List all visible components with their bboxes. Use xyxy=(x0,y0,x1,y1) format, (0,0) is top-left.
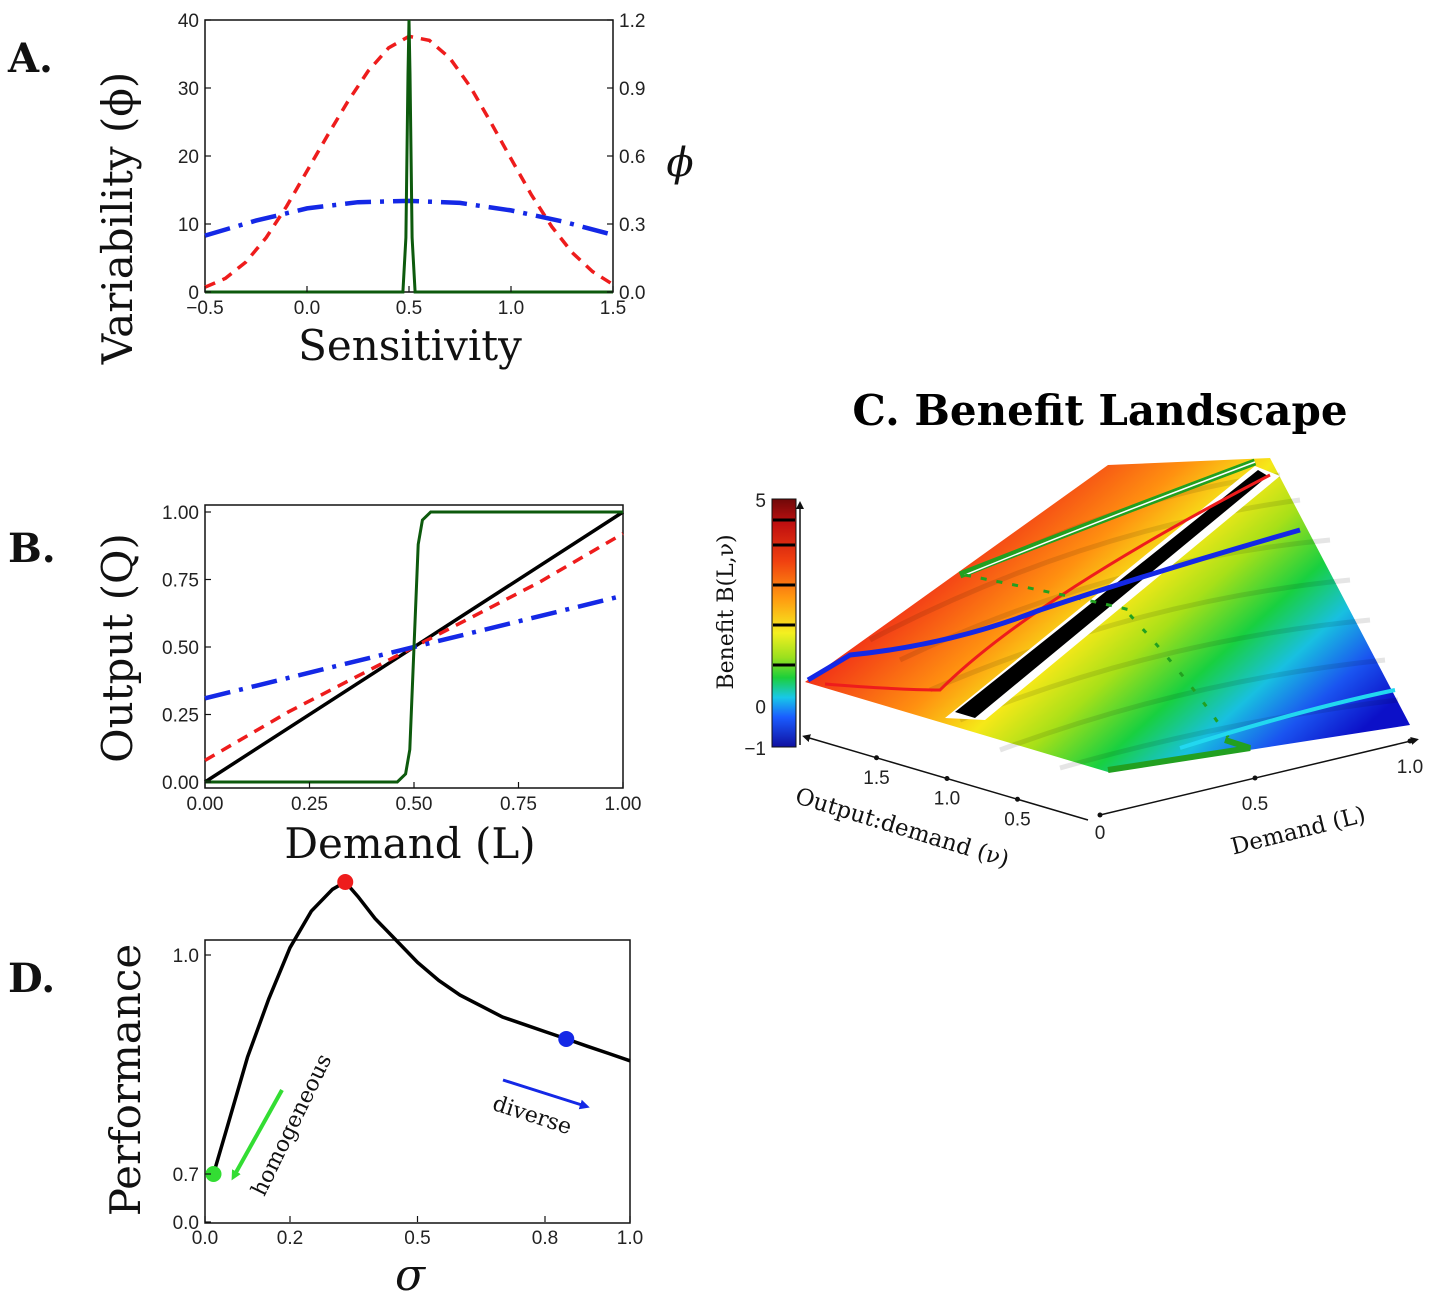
homogeneous-arrow xyxy=(231,1089,284,1181)
panel-d-xlabel: σ xyxy=(395,1250,427,1293)
L-tick-label: 0 xyxy=(1095,823,1106,844)
nu-tick-mark xyxy=(1015,796,1020,802)
y-right-tick-label: 0.0 xyxy=(619,283,645,304)
panel-c-title: C. Benefit Landscape xyxy=(852,386,1347,435)
panel-b-ticks: 0.00 0.25 0.50 0.75 1.00 0.00 0.25 0.50 0.75 1.00 xyxy=(162,503,641,815)
panel-a-ticks: −0.5 0.0 0.5 1.0 1.5 0 10 20 30 40 0.0 0.3 0.6 0.9 1.2 xyxy=(178,11,646,319)
nu-tick-label: 1.5 xyxy=(863,768,889,789)
panel-c: C. Benefit Landscape 5 0 −1 Benefit B(L,ν) xyxy=(714,386,1423,873)
panel-a-series xyxy=(204,19,614,294)
panel-b-letter: B. xyxy=(8,525,56,572)
y-tick-label: 10 xyxy=(178,215,199,236)
colorbar-tick-label: 5 xyxy=(755,491,766,512)
y-right-tick-label: 0.6 xyxy=(619,147,645,168)
panel-a-ylabel: Variability (ϕ) xyxy=(93,72,142,366)
nu-tick-label: 0.5 xyxy=(1004,809,1030,830)
y-tick-label: 0.7 xyxy=(173,1165,199,1186)
y-right-tick-label: 0.3 xyxy=(619,215,645,236)
x-tick-label: 1.0 xyxy=(498,298,524,319)
panel-c-xaxis xyxy=(1099,737,1419,816)
x-tick-label: 0.50 xyxy=(396,794,433,815)
L-tick-mark xyxy=(1407,738,1413,744)
panel-d-frame xyxy=(204,939,631,1224)
panel-a-ylabel-right: ϕ xyxy=(666,140,693,186)
x-tick-label: 1.5 xyxy=(600,298,626,319)
y-tick-label: 20 xyxy=(178,147,199,168)
panel-b-ylabel: Output (Q) xyxy=(93,533,142,763)
panel-a-series-darkgreen-solid xyxy=(205,19,613,294)
panel-d-letter: D. xyxy=(8,955,55,1002)
panel-d: D. 0.0 0.2 0.5 0.8 1.00.00.71.0 homogeneous … xyxy=(8,874,643,1293)
y-tick-label: 0.00 xyxy=(162,773,199,794)
nu-tick-mark xyxy=(944,776,950,781)
diverse-arrow xyxy=(502,1078,590,1110)
x-tick-label: 0.8 xyxy=(532,1228,558,1249)
panel-c-colorbar-bands xyxy=(773,518,795,667)
y-tick-label: 30 xyxy=(178,79,199,100)
x-tick-label: 0.0 xyxy=(294,298,320,319)
y-tick-label: 0.75 xyxy=(162,571,199,592)
x-tick-label: 0.00 xyxy=(187,794,224,815)
x-tick-label: 1.0 xyxy=(617,1228,643,1249)
L-tick-label: 1.0 xyxy=(1397,757,1423,778)
colorbar-tick-label: −1 xyxy=(744,739,766,760)
panel-d-ylabel: Performance xyxy=(101,944,150,1217)
x-tick-label: 1.00 xyxy=(605,794,642,815)
panel-d-series-black-solid xyxy=(211,879,631,1175)
marker-optimum xyxy=(337,874,354,890)
y-right-tick-label: 1.2 xyxy=(619,11,645,32)
L-tick-mark xyxy=(1097,812,1103,818)
panel-c-colorbar-ticks: 5 0 −1 xyxy=(744,491,766,760)
x-tick-label: 0.0 xyxy=(192,1228,218,1249)
x-tick-label: 0.5 xyxy=(396,298,422,319)
panel-b-series xyxy=(204,510,624,784)
panel-b: B. 0.00 0.25 0.50 0.75 1.00 0.00 0.25 0.50 0.75 1… xyxy=(8,503,641,868)
L-tick-mark xyxy=(1252,775,1258,781)
y-tick-label: 0.25 xyxy=(162,706,199,727)
x-tick-label: 0.25 xyxy=(291,794,328,815)
y-right-tick-label: 0.9 xyxy=(619,79,645,100)
nu-tick-label: 1.0 xyxy=(934,789,960,810)
marker-diverse xyxy=(558,1030,575,1047)
y-tick-label: 1.0 xyxy=(173,946,199,967)
y-tick-label: 0.0 xyxy=(173,1213,199,1234)
y-tick-label: 40 xyxy=(178,11,199,32)
panel-c-colorbar xyxy=(771,498,797,748)
panel-a: A. −0.5 0.0 0.5 1.0 1.5 0 10 20 30 40 0.0 0.3 0.6 0.9… xyxy=(7,11,694,370)
panel-b-xlabel: Demand (L) xyxy=(284,819,535,868)
y-tick-label: 0.50 xyxy=(162,638,199,659)
x-tick-label: 0.5 xyxy=(404,1228,430,1249)
panel-c-ylabel: Output:demand (ν) xyxy=(792,783,1012,873)
panel-d-series xyxy=(205,874,631,1182)
panel-b-series-darkgreen-solid xyxy=(205,510,623,784)
panel-a-series-blue-dashdot xyxy=(204,198,614,238)
x-tick-label: 0.2 xyxy=(277,1228,303,1249)
L-tick-label: 0.5 xyxy=(1242,794,1268,815)
nu-tick-mark xyxy=(874,755,879,761)
panel-c-axis-ticks: 0.5 1.0 1.5 0 0.5 1.0 xyxy=(863,738,1423,844)
x-tick-label: −0.5 xyxy=(186,298,224,319)
panel-a-xlabel: Sensitivity xyxy=(298,321,522,370)
panel-d-ticks: 0.0 0.2 0.5 0.8 1.0 0.0 0.7 1.0 xyxy=(173,946,644,1249)
marker-homogeneous xyxy=(205,1166,222,1182)
y-tick-label: 0 xyxy=(188,283,199,304)
y-tick-label: 1.00 xyxy=(162,503,199,524)
panel-a-letter: A. xyxy=(7,35,53,82)
x-tick-label: 0.75 xyxy=(500,794,537,815)
colorbar-tick-label: 0 xyxy=(755,698,766,719)
panel-c-overlays xyxy=(806,458,1396,773)
panel-c-colorbar-label: Benefit B(L,ν) xyxy=(714,534,739,689)
